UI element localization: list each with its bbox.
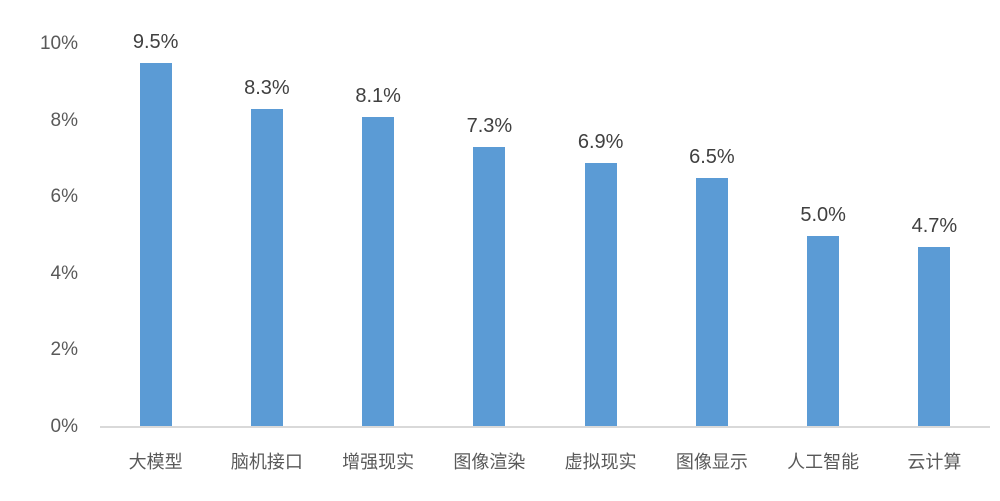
- bar: [250, 109, 283, 427]
- bar-value-label: 6.5%: [689, 146, 735, 169]
- x-category-label: 脑机接口: [230, 452, 303, 472]
- x-category-label: 图像显示: [675, 452, 748, 472]
- bar-value-label: 4.7%: [911, 214, 958, 237]
- bar: [695, 178, 728, 427]
- y-tick-label: 6%: [50, 186, 78, 208]
- y-tick-label: 10%: [39, 33, 78, 54]
- y-tick-label: 2%: [50, 339, 78, 361]
- bar: [473, 147, 506, 427]
- bar: [584, 162, 617, 427]
- bar: [807, 235, 840, 427]
- x-category-label: 人工智能: [787, 452, 860, 472]
- bar-value-label: 8.1%: [355, 84, 401, 107]
- x-category-label: 云计算: [907, 452, 962, 472]
- bar: [139, 63, 172, 427]
- bar-value-label: 7.3%: [466, 115, 513, 138]
- bar: [362, 116, 395, 427]
- x-category-label: 增强现实: [342, 452, 415, 472]
- y-tick-label: 4%: [50, 262, 78, 284]
- bar: [918, 246, 951, 427]
- y-tick-label: 0%: [50, 416, 78, 437]
- bar-value-label: 8.3%: [244, 77, 290, 100]
- x-axis-line: [100, 426, 990, 428]
- y-tick-label: 8%: [50, 109, 78, 131]
- x-category-label: 大模型: [128, 452, 183, 472]
- x-category-label: 虚拟现实: [564, 452, 637, 472]
- x-category-label: 图像渲染: [453, 452, 526, 472]
- bar-value-label: 9.5%: [132, 31, 179, 54]
- bar-value-label: 6.9%: [577, 130, 624, 153]
- bar-value-label: 5.0%: [800, 203, 846, 226]
